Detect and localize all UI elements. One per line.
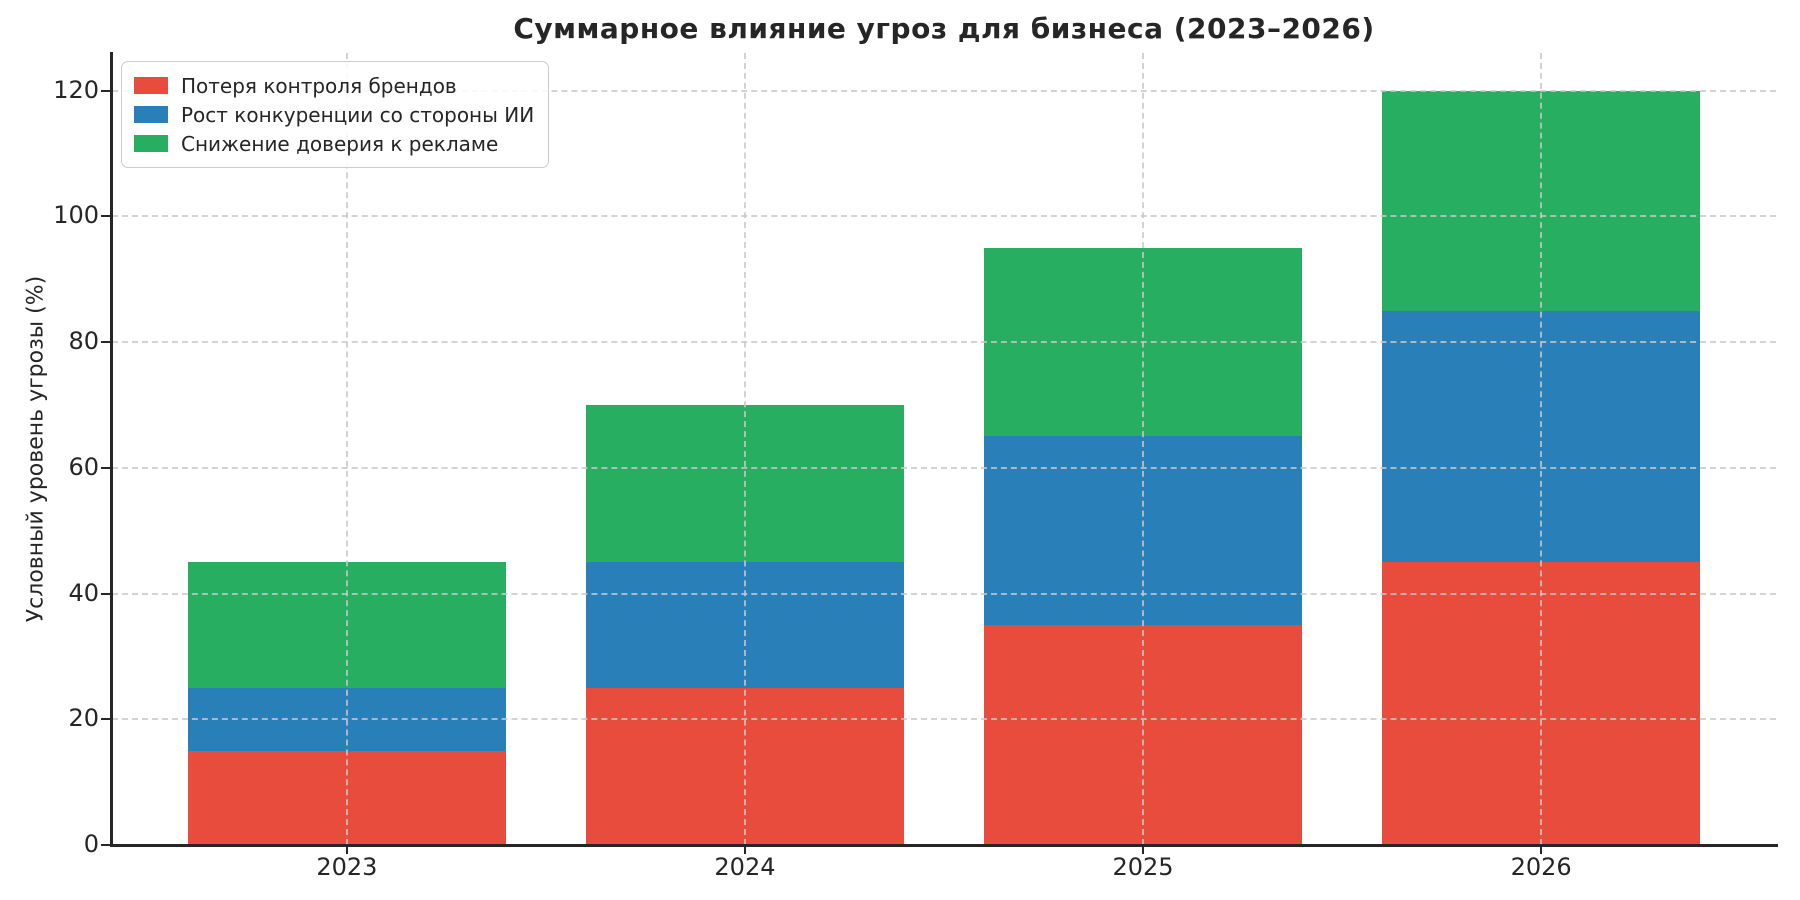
y-tick-label: 120 [53,75,99,104]
y-tick-label: 40 [68,578,99,607]
y-tick [101,89,110,92]
y-axis-spine [110,52,113,847]
x-tick [345,846,348,854]
x-tick-label: 2023 [316,853,378,881]
legend-item: Рост конкуренции со стороны ИИ [134,100,534,129]
y-tick-label: 60 [68,452,99,481]
y-tick [101,844,110,846]
y-tick-label: 100 [53,201,99,230]
legend-label: Потеря контроля брендов [181,73,457,98]
gridline-vertical [1540,53,1543,845]
x-tick-label: 2025 [1112,853,1174,881]
x-tick-label: 2024 [714,853,776,881]
legend-label: Снижение доверия к рекламе [181,131,499,156]
y-tick-label: 20 [68,704,99,733]
legend-color-swatch [134,77,168,94]
gridline-vertical [1142,53,1145,845]
gridline-horizontal [112,215,1776,218]
y-tick-label: 80 [68,327,99,356]
y-tick [101,215,110,218]
y-tick [101,718,110,721]
x-axis-spine [110,844,1778,847]
x-tick-label: 2026 [1510,853,1572,881]
y-tick [101,592,110,595]
gridline-vertical [743,53,746,845]
x-tick [1142,846,1145,854]
legend-label: Рост конкуренции со стороны ИИ [181,102,535,127]
y-axis-label: Условный уровень угрозы (%) [23,275,49,623]
y-tick-label: 0 [83,830,99,858]
y-tick [101,341,110,344]
x-tick [1540,846,1543,854]
legend-item: Потеря контроля брендов [134,71,534,100]
legend: Потеря контроля брендов Рост конкуренции … [121,61,550,168]
gridline-horizontal [112,592,1776,595]
legend-color-swatch [134,135,168,152]
chart-title: Суммарное влияние угроз для бизнеса (202… [513,12,1375,45]
gridline-horizontal [112,89,1776,92]
gridline-horizontal [112,466,1776,469]
gridline-horizontal [112,718,1776,721]
gridline-vertical [345,53,348,845]
gridline-horizontal [112,341,1776,344]
legend-item: Снижение доверия к рекламе [134,129,534,158]
x-tick [743,846,746,854]
y-tick [101,466,110,469]
legend-color-swatch [134,106,168,123]
